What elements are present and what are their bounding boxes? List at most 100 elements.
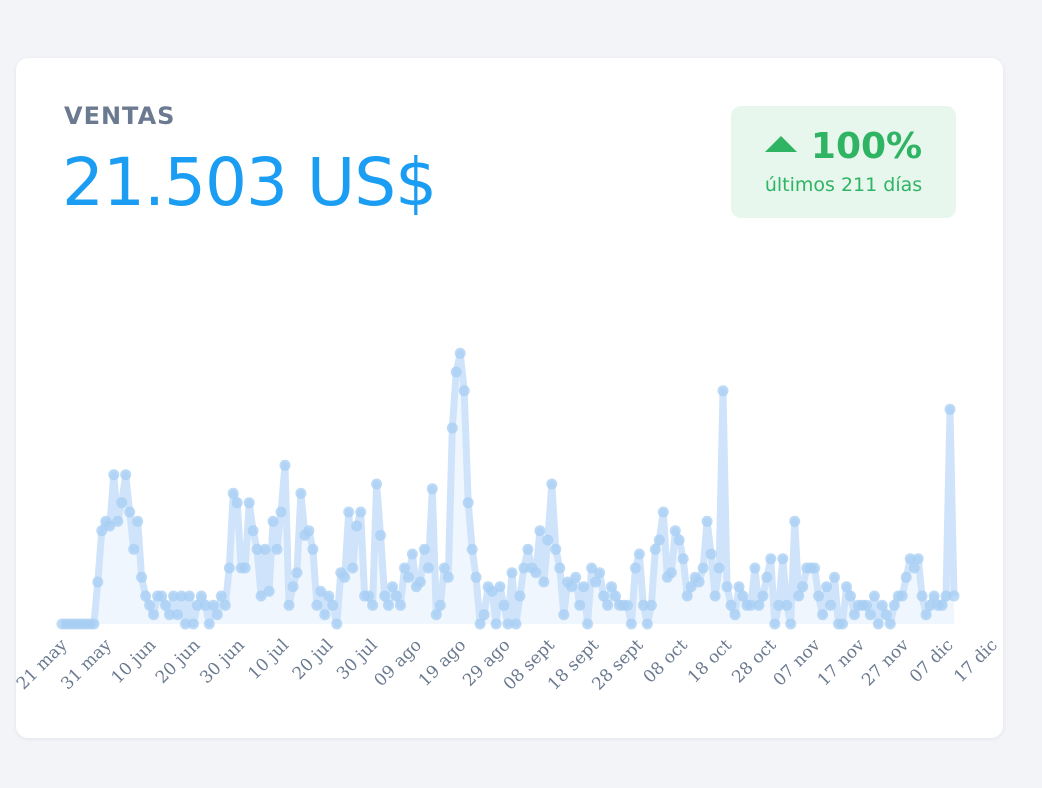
data-point[interactable] xyxy=(872,618,884,630)
data-point[interactable] xyxy=(434,599,446,611)
data-point[interactable] xyxy=(578,581,590,593)
data-point[interactable] xyxy=(896,590,908,602)
data-point[interactable] xyxy=(120,469,132,481)
data-point[interactable] xyxy=(387,581,398,593)
data-point[interactable] xyxy=(275,506,287,518)
data-point[interactable] xyxy=(474,618,486,630)
data-point[interactable] xyxy=(291,567,303,579)
data-point[interactable] xyxy=(311,599,323,611)
data-point[interactable] xyxy=(566,581,578,593)
data-point[interactable] xyxy=(307,543,319,555)
data-point[interactable] xyxy=(665,567,677,579)
data-point[interactable] xyxy=(582,618,594,630)
data-point[interactable] xyxy=(864,609,876,621)
data-point[interactable] xyxy=(745,599,757,611)
data-point[interactable] xyxy=(239,562,251,574)
data-point[interactable] xyxy=(518,562,530,574)
data-point[interactable] xyxy=(179,618,191,630)
data-point[interactable] xyxy=(908,562,920,574)
data-point[interactable] xyxy=(781,599,793,611)
data-point[interactable] xyxy=(554,562,566,574)
data-point[interactable] xyxy=(653,534,665,546)
data-point[interactable] xyxy=(729,609,741,621)
data-point[interactable] xyxy=(936,599,948,611)
data-point[interactable] xyxy=(845,590,856,602)
data-point[interactable] xyxy=(287,581,299,593)
data-point[interactable] xyxy=(383,599,394,611)
data-point[interactable] xyxy=(176,590,187,602)
data-point[interactable] xyxy=(602,599,614,611)
data-point[interactable] xyxy=(172,609,183,621)
data-point[interactable] xyxy=(96,525,108,537)
data-point[interactable] xyxy=(717,385,729,397)
data-point[interactable] xyxy=(195,590,207,602)
data-point[interactable] xyxy=(251,543,263,555)
data-point[interactable] xyxy=(606,581,617,593)
data-point[interactable] xyxy=(570,571,582,583)
data-point[interactable] xyxy=(343,506,355,518)
data-point[interactable] xyxy=(673,534,685,546)
data-point[interactable] xyxy=(371,478,383,490)
data-point[interactable] xyxy=(789,515,801,527)
data-point[interactable] xyxy=(749,562,761,574)
data-point[interactable] xyxy=(880,609,892,621)
data-point[interactable] xyxy=(418,543,430,555)
data-point[interactable] xyxy=(283,599,295,611)
data-point[interactable] xyxy=(785,618,797,630)
data-point[interactable] xyxy=(841,581,852,593)
data-point[interactable] xyxy=(793,590,805,602)
data-point[interactable] xyxy=(207,599,219,611)
data-point[interactable] xyxy=(510,618,522,630)
data-point[interactable] xyxy=(928,590,940,602)
data-point[interactable] xyxy=(598,590,610,602)
data-point[interactable] xyxy=(124,506,136,518)
data-point[interactable] xyxy=(912,553,924,565)
data-point[interactable] xyxy=(944,403,956,415)
data-point[interactable] xyxy=(414,576,426,588)
data-point[interactable] xyxy=(327,599,339,611)
data-point[interactable] xyxy=(375,529,387,541)
data-point[interactable] xyxy=(219,599,231,611)
data-point[interactable] xyxy=(502,618,514,630)
data-point[interactable] xyxy=(538,576,550,588)
data-point[interactable] xyxy=(657,506,669,518)
data-point[interactable] xyxy=(331,618,343,630)
data-point[interactable] xyxy=(391,590,402,602)
data-point[interactable] xyxy=(379,590,391,602)
data-point[interactable] xyxy=(231,497,243,509)
data-point[interactable] xyxy=(363,590,375,602)
data-point[interactable] xyxy=(478,609,490,621)
data-point[interactable] xyxy=(402,571,414,583)
data-point[interactable] xyxy=(271,543,283,555)
data-point[interactable] xyxy=(132,515,144,527)
data-point[interactable] xyxy=(211,609,223,621)
data-point[interactable] xyxy=(351,520,363,532)
data-point[interactable] xyxy=(586,562,598,574)
data-point[interactable] xyxy=(144,599,156,611)
data-point[interactable] xyxy=(438,562,450,574)
data-point[interactable] xyxy=(267,515,279,527)
data-point[interactable] xyxy=(813,590,825,602)
data-point[interactable] xyxy=(156,590,168,602)
data-point[interactable] xyxy=(641,618,653,630)
data-point[interactable] xyxy=(203,618,215,630)
data-point[interactable] xyxy=(669,525,681,537)
data-point[interactable] xyxy=(223,562,235,574)
data-point[interactable] xyxy=(243,497,255,509)
data-point[interactable] xyxy=(422,562,434,574)
data-point[interactable] xyxy=(347,562,359,574)
data-point[interactable] xyxy=(116,497,128,509)
data-point[interactable] xyxy=(399,562,410,574)
data-point[interactable] xyxy=(315,585,327,597)
data-point[interactable] xyxy=(530,567,542,579)
data-point[interactable] xyxy=(498,599,510,611)
data-point[interactable] xyxy=(916,590,928,602)
data-point[interactable] xyxy=(705,548,717,560)
data-point[interactable] xyxy=(215,590,227,602)
data-point[interactable] xyxy=(108,469,120,481)
data-point[interactable] xyxy=(713,562,725,574)
data-point[interactable] xyxy=(395,599,406,611)
data-point[interactable] xyxy=(430,609,442,621)
data-point[interactable] xyxy=(677,553,689,565)
data-point[interactable] xyxy=(685,581,697,593)
